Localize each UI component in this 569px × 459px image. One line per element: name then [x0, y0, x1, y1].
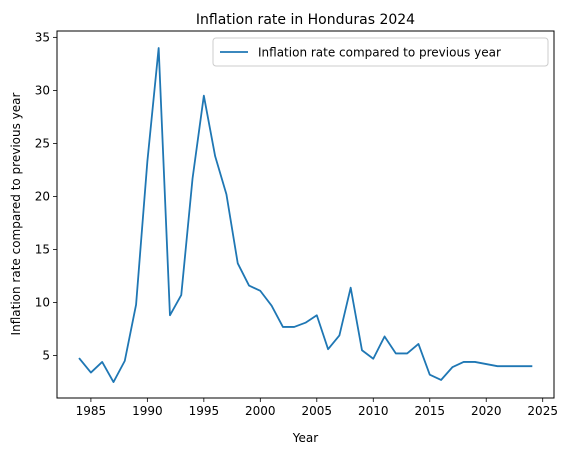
- x-tick-label: 2000: [245, 404, 276, 418]
- x-tick-label: 1985: [76, 404, 107, 418]
- x-tick-label: 2025: [527, 404, 558, 418]
- x-tick-label: 2020: [471, 404, 502, 418]
- y-tick-label: 5: [42, 349, 50, 363]
- series-line: [78, 47, 533, 383]
- y-tick-label: 30: [35, 83, 50, 97]
- y-axis-label: Inflation rate compared to previous year: [9, 92, 23, 335]
- x-axis-label: Year: [292, 431, 318, 445]
- y-tick-label: 35: [35, 30, 50, 44]
- chart-title: Inflation rate in Honduras 2024: [196, 12, 415, 28]
- y-tick-label: 10: [35, 296, 50, 310]
- x-tick-label: 2015: [414, 404, 445, 418]
- x-tick-label: 1995: [189, 404, 220, 418]
- y-tick-label: 20: [35, 189, 50, 203]
- series-layer: [78, 47, 533, 383]
- y-tick-label: 25: [35, 136, 50, 150]
- legend-label: Inflation rate compared to previous year: [258, 46, 501, 60]
- x-tick-label: 2010: [358, 404, 389, 418]
- x-tick-label: 1990: [132, 404, 163, 418]
- legend: Inflation rate compared to previous year: [212, 37, 549, 67]
- plot-frame: [56, 30, 555, 399]
- x-axis-ticks: 1985 1990 1995 2000 2005 2010 2015 2020 2025: [76, 398, 558, 418]
- y-axis-ticks: 5 10 15 20 25 30 35: [35, 30, 57, 363]
- y-tick-label: 15: [35, 243, 50, 257]
- x-tick-label: 2005: [302, 404, 333, 418]
- legend-box: [212, 37, 549, 67]
